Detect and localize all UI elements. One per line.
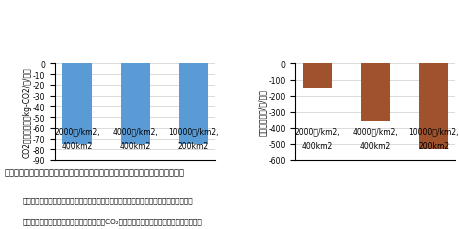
Text: 4000人/km2,: 4000人/km2, [112,126,158,135]
Text: 400km2: 400km2 [119,142,151,151]
Text: 2000人/km2,: 2000人/km2, [294,126,339,135]
Text: 10000人/km2,: 10000人/km2, [168,126,218,135]
Bar [120,64,150,144]
Bar [418,64,447,149]
Text: 200km2: 200km2 [178,142,208,151]
Text: 400km2: 400km2 [359,142,390,151]
Text: 4000人/km2,: 4000人/km2, [352,126,397,135]
Bar [360,64,389,122]
Text: 400km2: 400km2 [301,142,332,151]
Bar [179,64,207,144]
Y-axis label: 費用変化（円/人/年）: 費用変化（円/人/年） [257,89,266,136]
Text: 図２　焼却されている混合プラスチック・紙類をリサイクルすることによる変化: 図２ 焼却されている混合プラスチック・紙類をリサイクルすることによる変化 [5,167,184,176]
Bar [62,64,91,144]
Text: 200km2: 200km2 [417,142,448,151]
Text: 10000人/km2,: 10000人/km2, [408,126,458,135]
Y-axis label: CO2排出量変化（kg-CO2/人/年）: CO2排出量変化（kg-CO2/人/年） [22,67,32,157]
Bar [302,64,331,88]
Text: 2000人/km2,: 2000人/km2, [54,126,100,135]
Text: 400km2: 400km2 [61,142,92,151]
Text: 度に適した値を設定。縦軸は左のグラフがCO₂排出量の変化、右のグラフが費用の変化。: 度に適した値を設定。縦軸は左のグラフがCO₂排出量の変化、右のグラフが費用の変化… [23,218,202,224]
Text: グラフの横軸は可住地人口密度の違いで、リサイクル拠点の規模（収集面積）は人口密: グラフの横軸は可住地人口密度の違いで、リサイクル拠点の規模（収集面積）は人口密 [23,197,193,204]
